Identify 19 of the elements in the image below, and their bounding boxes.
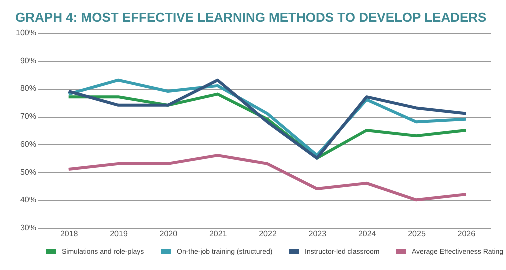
y-tick-label: 60% — [20, 140, 36, 149]
x-tick-label: 2025 — [408, 230, 426, 238]
x-tick-label: 2022 — [259, 230, 278, 238]
x-tick-label: 2020 — [160, 230, 178, 238]
y-tick-label: 80% — [20, 84, 36, 94]
x-tick-label: 2019 — [110, 230, 128, 238]
line-series — [67, 154, 468, 202]
y-tick-label: 100% — [16, 28, 36, 38]
y-tick-label: 30% — [20, 224, 36, 232]
x-tick-label: 2026 — [458, 230, 476, 238]
x-tick-label: 2021 — [209, 230, 228, 238]
y-tick-label: 50% — [20, 168, 36, 177]
y-tick-label: 70% — [20, 112, 36, 122]
y-tick-label: 40% — [20, 196, 36, 205]
chart-title: GRAPH 4: MOST EFFECTIVE LEARNING METHODS TO DEVELOP LEADERS — [16, 10, 488, 25]
x-tick-label: 2018 — [60, 230, 79, 238]
y-tick-label: 90% — [20, 56, 36, 66]
x-tick-label: 2024 — [358, 230, 377, 238]
x-tick-label: 2023 — [308, 230, 328, 238]
